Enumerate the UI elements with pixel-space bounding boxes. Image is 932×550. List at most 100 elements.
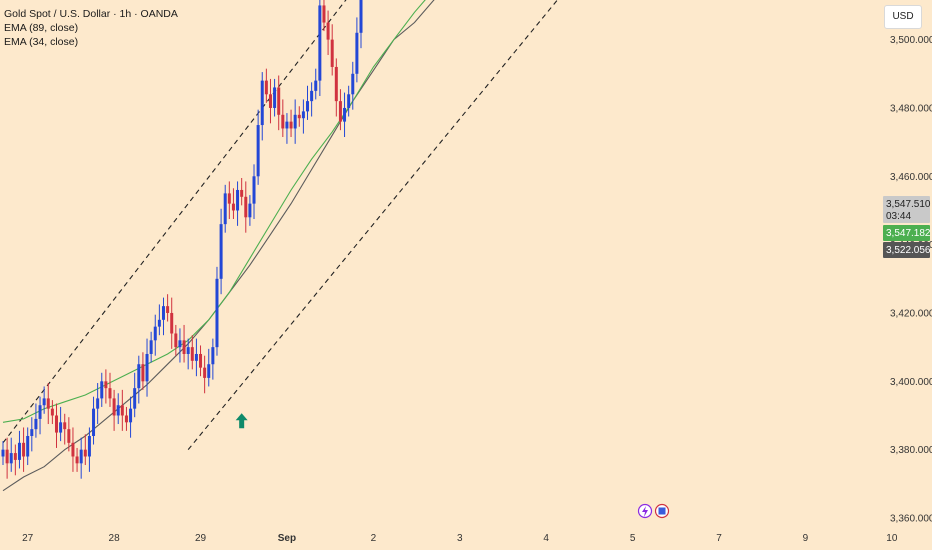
candle-body	[355, 32, 359, 74]
candle-body	[83, 449, 87, 457]
x-tick-label: 5	[630, 533, 636, 544]
y-tick-label: 3,500.000	[890, 35, 932, 46]
candle-body	[194, 353, 198, 361]
candle-body	[256, 125, 260, 177]
candle-body	[231, 203, 235, 211]
candle-body	[334, 66, 338, 102]
y-tick-label: 3,380.000	[890, 445, 932, 456]
candle-body	[227, 193, 231, 204]
candle-body	[34, 418, 38, 430]
x-tick-label: Sep	[278, 533, 296, 544]
ema34-legend[interactable]: EMA (34, close)	[4, 36, 79, 48]
candle-body	[149, 340, 153, 354]
candle-body	[141, 364, 145, 382]
x-tick-label: 9	[803, 533, 809, 544]
candle-body	[289, 121, 293, 129]
y-tick-label: 3,420.000	[890, 308, 932, 319]
candle-body	[170, 312, 174, 334]
candle-body	[22, 442, 26, 457]
candle-body	[92, 408, 96, 436]
candle-body	[199, 353, 203, 368]
candle-body	[79, 449, 83, 464]
candle-body	[260, 80, 264, 126]
candle-body	[326, 22, 330, 40]
symbol-title[interactable]: Gold Spot / U.S. Dollar · 1h · OANDA	[4, 8, 178, 20]
plot-area	[1, 0, 559, 492]
candle-body	[293, 114, 297, 129]
candle-body	[215, 278, 219, 348]
candle-body	[9, 453, 13, 464]
candle-body	[120, 405, 124, 416]
x-tick-label: 4	[543, 533, 549, 544]
candle-body	[351, 73, 355, 95]
candle-body	[223, 193, 227, 225]
candle-body	[203, 367, 207, 378]
ema34-text: 3,547.182	[886, 228, 931, 239]
candle-body	[75, 456, 79, 464]
ema89-tag	[883, 242, 930, 258]
ema34-line	[2, 0, 426, 423]
candle-body	[318, 5, 322, 81]
currency-button[interactable]: USD	[884, 5, 922, 29]
candle-body	[240, 189, 244, 197]
candle-body	[112, 398, 116, 416]
candle-body	[248, 203, 252, 218]
candle-body	[301, 111, 305, 119]
candle-body	[96, 398, 100, 409]
candle-body	[236, 189, 240, 211]
candle-body	[186, 347, 190, 354]
candle-body	[63, 422, 67, 430]
candle-body	[5, 449, 9, 464]
candle-body	[219, 224, 223, 279]
candle-body	[297, 114, 301, 119]
candle-body	[182, 340, 186, 354]
candle-body	[174, 333, 178, 348]
candle-body	[145, 353, 149, 382]
candle-body	[1, 449, 5, 457]
candle-body	[71, 442, 75, 457]
candle-body	[100, 381, 104, 399]
candle-body	[116, 405, 120, 416]
ema89-legend[interactable]: EMA (89, close)	[4, 22, 79, 34]
ema89-line	[2, 0, 435, 492]
candle-body	[244, 196, 248, 218]
candle-body	[211, 347, 215, 365]
flag-glyph	[658, 507, 666, 515]
y-tick-label: 3,360.000	[890, 514, 932, 525]
candle-body	[124, 415, 128, 423]
candle-body	[129, 408, 133, 423]
x-tick-label: 2	[371, 533, 377, 544]
candle-body	[252, 176, 256, 204]
x-tick-label: 7	[716, 533, 722, 544]
x-tick-label: 3	[457, 533, 463, 544]
y-tick-label: 3,480.000	[890, 103, 932, 114]
candle-body	[166, 306, 170, 313]
candle-body	[50, 408, 54, 416]
candle-body	[281, 114, 285, 129]
candle-body	[54, 415, 58, 433]
candle-body	[17, 442, 21, 460]
candle-body	[359, 0, 363, 33]
x-tick-label: 27	[22, 533, 34, 544]
candle-body	[26, 435, 30, 457]
candle-body	[42, 398, 46, 406]
ema89-text: 3,522.056	[886, 245, 931, 256]
x-tick-label: 29	[195, 533, 207, 544]
candle-body	[13, 453, 17, 460]
ema34-tag	[883, 225, 930, 241]
x-tick-label: 28	[109, 533, 121, 544]
candle-body	[87, 435, 91, 457]
candle-body	[178, 340, 182, 348]
candle-body	[273, 87, 277, 108]
candle-body	[314, 80, 318, 91]
last-price-text: 3,547.510	[886, 199, 931, 210]
candle-body	[310, 90, 314, 102]
candle-body	[330, 39, 334, 67]
candle-body	[268, 94, 272, 108]
y-tick-label: 3,400.000	[890, 377, 932, 388]
channel-upper-line	[2, 0, 347, 444]
candle-body	[190, 347, 194, 361]
candle-body	[264, 80, 268, 95]
last-price-text: 03:44	[886, 211, 911, 222]
